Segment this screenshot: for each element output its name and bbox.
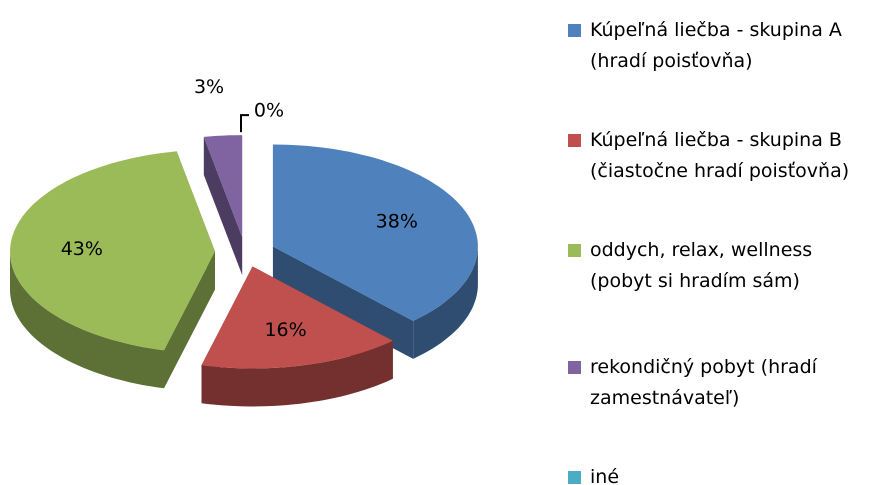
legend-entry: iné	[568, 462, 863, 485]
legend-label: Kúpeľná liečba - skupina A (hradí poisťo…	[590, 19, 842, 72]
legend-swatch	[568, 471, 581, 484]
legend-label: Kúpeľná liečba - skupina B (čiastočne hr…	[590, 129, 850, 182]
data-label: 38%	[376, 211, 418, 233]
legend-label: rekondičný pobyt (hradí zamestnávateľ)	[590, 356, 817, 409]
legend-label: iné	[590, 466, 620, 485]
slice-wall	[201, 340, 393, 407]
legend-entry: Kúpeľná liečba - skupina A (hradí poisťo…	[568, 15, 863, 77]
legend-swatch	[568, 244, 581, 257]
data-label: 16%	[264, 319, 306, 341]
pie-area: 38% 16% 43% 3% 0%	[10, 76, 478, 407]
legend-swatch	[568, 24, 581, 37]
data-label: 0%	[254, 100, 284, 122]
slice	[201, 266, 393, 407]
slice-side	[272, 246, 414, 359]
slice-top	[203, 135, 243, 238]
slice-top	[272, 144, 478, 321]
slice	[10, 151, 215, 389]
legend-label: oddych, relax, wellness (pobyt si hradím…	[590, 239, 813, 292]
slice	[203, 135, 243, 276]
slice-top	[10, 151, 215, 351]
data-label: 3%	[194, 76, 224, 98]
legend-entry: oddych, relax, wellness (pobyt si hradím…	[568, 235, 863, 297]
slice-wall	[413, 246, 478, 359]
legend-swatch	[568, 361, 581, 374]
slice-side	[164, 251, 215, 389]
slice-side	[203, 136, 243, 276]
slice	[272, 144, 478, 359]
legend-swatch	[568, 134, 581, 147]
data-label: 43%	[61, 238, 103, 260]
slice-wall	[10, 251, 164, 389]
leader-line	[240, 114, 249, 133]
legend-entry: rekondičný pobyt (hradí zamestnávateľ)	[568, 352, 863, 414]
slice-top	[201, 266, 393, 369]
legend-entry: Kúpeľná liečba - skupina B (čiastočne hr…	[568, 125, 863, 187]
